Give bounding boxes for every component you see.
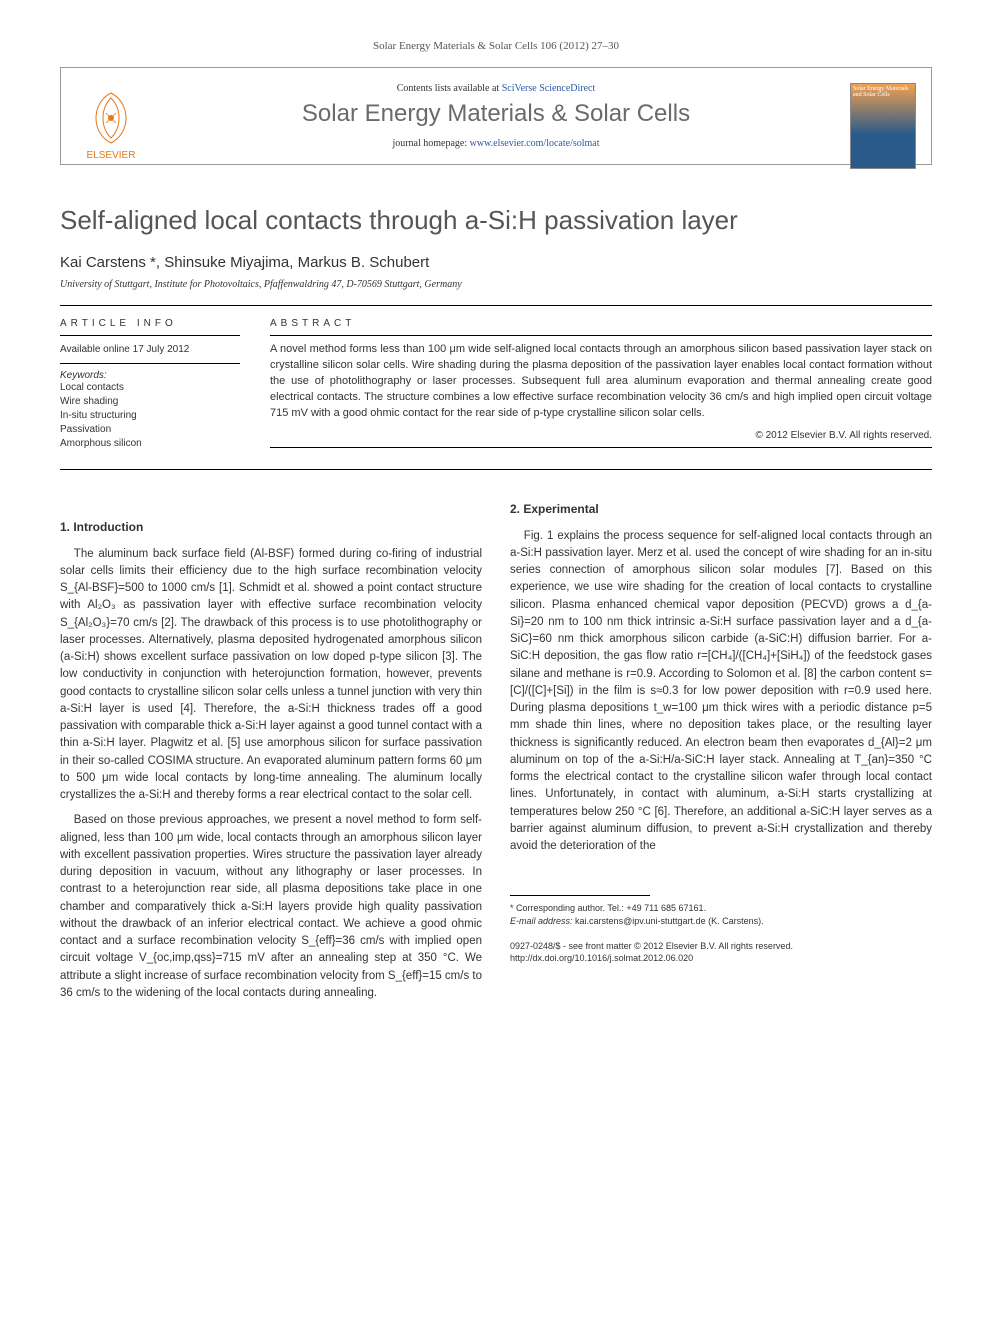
homepage-prefix: journal homepage: [392, 138, 469, 149]
article-info-heading: ARTICLE INFO [60, 318, 240, 329]
section-2-heading: 2. Experimental [510, 500, 932, 518]
info-divider [60, 363, 240, 364]
affiliation: University of Stuttgart, Institute for P… [60, 279, 932, 290]
keyword: Local contacts [60, 381, 240, 395]
journal-header-box: ELSEVIER Solar Energy Materials and Sola… [60, 67, 932, 165]
footer-block: 0927-0248/$ - see front matter © 2012 El… [510, 940, 932, 965]
abstract-column: ABSTRACT A novel method forms less than … [270, 318, 932, 454]
abstract-heading: ABSTRACT [270, 318, 932, 329]
section-1-paragraph-2: Based on those previous approaches, we p… [60, 812, 482, 1002]
doi-line[interactable]: http://dx.doi.org/10.1016/j.solmat.2012.… [510, 952, 932, 965]
keyword: Wire shading [60, 395, 240, 409]
corresponding-tel: * Corresponding author. Tel.: +49 711 68… [510, 902, 932, 915]
elsevier-tree-icon [81, 88, 141, 148]
email-address[interactable]: kai.carstens@ipv.uni-stuttgart.de (K. Ca… [575, 916, 764, 926]
abstract-divider [270, 447, 932, 448]
article-body: 1. Introduction The aluminum back surfac… [60, 500, 932, 1003]
journal-cover-thumbnail: Solar Energy Materials and Solar Cells [850, 83, 916, 169]
footnote-divider [510, 895, 650, 896]
info-divider [60, 335, 240, 336]
abstract-text: A novel method forms less than 100 μm wi… [270, 342, 932, 422]
homepage-line: journal homepage: www.elsevier.com/locat… [171, 138, 821, 149]
contents-lists-line: Contents lists available at SciVerse Sci… [171, 83, 821, 94]
keyword: Amorphous silicon [60, 437, 240, 451]
article-info-column: ARTICLE INFO Available online 17 July 20… [60, 318, 240, 454]
section-divider [60, 469, 932, 470]
available-online: Available online 17 July 2012 [60, 344, 240, 355]
keyword: Passivation [60, 423, 240, 437]
journal-name: Solar Energy Materials & Solar Cells [171, 100, 821, 128]
elsevier-label: ELSEVIER [87, 150, 136, 161]
keyword: In-situ structuring [60, 409, 240, 423]
front-matter-line: 0927-0248/$ - see front matter © 2012 El… [510, 940, 932, 953]
section-2-paragraph-1: Fig. 1 explains the process sequence for… [510, 528, 932, 856]
author-list: Kai Carstens *, Shinsuke Miyajima, Marku… [60, 254, 932, 271]
email-label: E-mail address: [510, 916, 573, 926]
sciencedirect-link[interactable]: SciVerse ScienceDirect [502, 83, 596, 94]
copyright-line: © 2012 Elsevier B.V. All rights reserved… [270, 430, 932, 441]
section-divider [60, 305, 932, 306]
section-1-paragraph-1: The aluminum back surface field (Al-BSF)… [60, 546, 482, 805]
section-1-heading: 1. Introduction [60, 518, 482, 536]
keywords-label: Keywords: [60, 370, 240, 381]
contents-prefix: Contents lists available at [397, 83, 502, 94]
elsevier-logo: ELSEVIER [76, 88, 146, 168]
running-head: Solar Energy Materials & Solar Cells 106… [60, 40, 932, 52]
homepage-link[interactable]: www.elsevier.com/locate/solmat [470, 138, 600, 149]
abstract-divider [270, 335, 932, 336]
article-title: Self-aligned local contacts through a-Si… [60, 205, 932, 236]
corresponding-author-footnote: * Corresponding author. Tel.: +49 711 68… [510, 902, 932, 927]
